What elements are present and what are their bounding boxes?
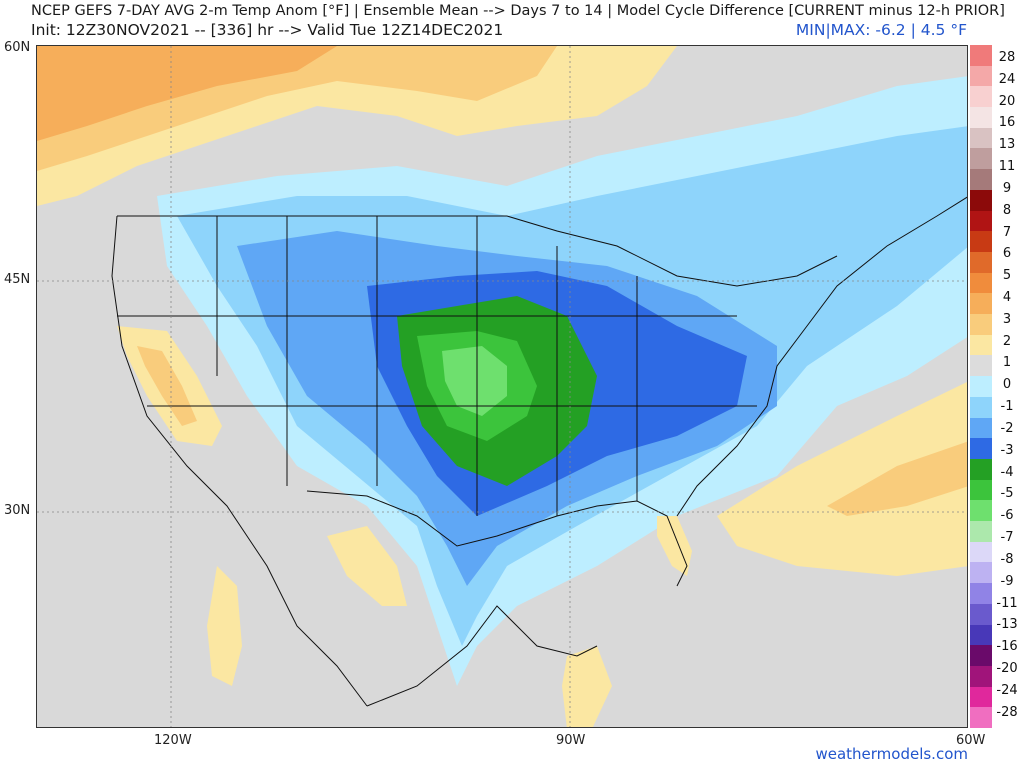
colorbar-tick-label: 5: [1002, 268, 1012, 284]
colorbar-cell: [970, 665, 992, 688]
colorbar-cell: [970, 396, 992, 419]
colorbar-cell: [970, 293, 992, 315]
colorbar-cell: [970, 417, 992, 439]
borders-layer: [111, 196, 967, 707]
colorbar-cell: [970, 231, 992, 253]
west-coast: [111, 215, 368, 707]
colorbar-cell: [970, 707, 992, 729]
colorbar-cell: [970, 272, 992, 294]
colorbar-cell: [970, 86, 992, 108]
warm-north-peak: [37, 46, 337, 141]
colorbar-tick-label: -13: [996, 617, 1018, 633]
colorbar-cell: [970, 562, 992, 584]
east-coast: [676, 196, 967, 517]
map-canvas: [37, 46, 967, 727]
colorbar-tick-label: 6: [1002, 246, 1012, 262]
colorbar-cell: [970, 645, 992, 667]
colorbar-cell: [970, 127, 992, 149]
colorbar-tick-label: 9: [1002, 180, 1012, 196]
colorbar-cell: [970, 376, 992, 398]
colorbar-tick-label: 4: [1002, 290, 1012, 306]
graticule: [37, 46, 967, 727]
colorbar-tick-label: -20: [996, 660, 1018, 676]
colorbar-tick-label: 7: [1002, 224, 1012, 240]
colorbar-tick-label: 8: [1002, 202, 1012, 218]
colorbar-cell: [970, 45, 992, 67]
colorbar-cell: [970, 583, 992, 605]
colorbar-cell: [970, 438, 992, 460]
colorbar-tick-label: 13: [998, 137, 1016, 153]
warm-atlantic-core: [827, 441, 967, 516]
colorbar-tick-label: -11: [996, 595, 1018, 611]
colorbar: [970, 45, 992, 729]
colorbar-cell: [970, 189, 992, 212]
colorbar-cell: [970, 686, 992, 708]
colorbar-cell: [970, 479, 992, 501]
cold-core-inner: [442, 346, 507, 416]
colorbar-tick-label: 16: [998, 115, 1016, 131]
colorbar-tick-label: -28: [996, 704, 1018, 720]
colorbar-cell: [970, 210, 992, 232]
warm-baja: [207, 566, 242, 686]
lon-label-60w: 60W: [956, 733, 986, 748]
colorbar-tick-label: 20: [998, 93, 1016, 109]
colorbar-tick-label: -1: [1000, 399, 1014, 415]
lat-label-60n: 60N: [4, 40, 31, 55]
colorbar-cell: [970, 107, 992, 129]
colorbar-tick-label: 0: [1002, 377, 1012, 393]
colorbar-cell: [970, 355, 992, 377]
colorbar-cell: [970, 521, 992, 543]
colorbar-cell: [970, 541, 992, 563]
colorbar-tick-label: 28: [998, 50, 1016, 65]
lon-label-120w: 120W: [154, 733, 192, 748]
colorbar-cell: [970, 251, 992, 274]
colorbar-tick-label: 2: [1002, 333, 1012, 349]
colorbar-tick-label: 1: [1002, 355, 1012, 371]
colorbar-tick-label: -4: [1000, 464, 1014, 480]
colorbar-tick-label: 3: [1002, 311, 1012, 327]
colorbar-cell: [970, 458, 992, 481]
warm-mexico: [327, 526, 407, 606]
warm-florida: [657, 516, 692, 576]
colorbar-cell: [970, 624, 992, 646]
colorbar-tick-label: -7: [1000, 530, 1014, 546]
colorbar-tick-label: 11: [998, 159, 1016, 175]
credit-link[interactable]: weathermodels.com: [815, 745, 968, 763]
colorbar-cell: [970, 65, 992, 87]
colorbar-tick-label: -2: [1000, 420, 1014, 436]
warm-atlantic: [717, 381, 967, 576]
lat-label-45n: 45N: [4, 272, 31, 287]
anomaly-map: [36, 45, 968, 728]
map-title: NCEP GEFS 7-DAY AVG 2-m Temp Anom [°F] |…: [31, 3, 1005, 19]
colorbar-tick-label: -5: [1000, 486, 1014, 502]
mexico-coast: [366, 605, 598, 707]
colorbar-tick-label: -9: [1000, 573, 1014, 589]
min-max-readout: MIN|MAX: -6.2 | 4.5 °F: [795, 21, 967, 39]
colorbar-cell: [970, 314, 992, 336]
colorbar-cell: [970, 500, 992, 522]
colorbar-tick-label: -8: [1000, 551, 1014, 567]
colorbar-tick-label: -24: [996, 682, 1018, 698]
colorbar-tick-label: -6: [1000, 508, 1014, 524]
colorbar-tick-label: 24: [998, 71, 1016, 87]
lat-label-30n: 30N: [4, 503, 31, 518]
colorbar-cell: [970, 603, 992, 625]
colorbar-cell: [970, 334, 992, 356]
lon-label-90w: 90W: [556, 733, 586, 748]
colorbar-tick-label: -3: [1000, 442, 1014, 458]
colorbar-cell: [970, 169, 992, 191]
warm-yucatan: [562, 646, 612, 727]
colorbar-tick-label: -16: [996, 639, 1018, 655]
init-valid-line: Init: 12Z30NOV2021 -- [336] hr --> Valid…: [31, 21, 504, 39]
canada-us-border: [117, 215, 838, 287]
colorbar-cell: [970, 148, 992, 170]
